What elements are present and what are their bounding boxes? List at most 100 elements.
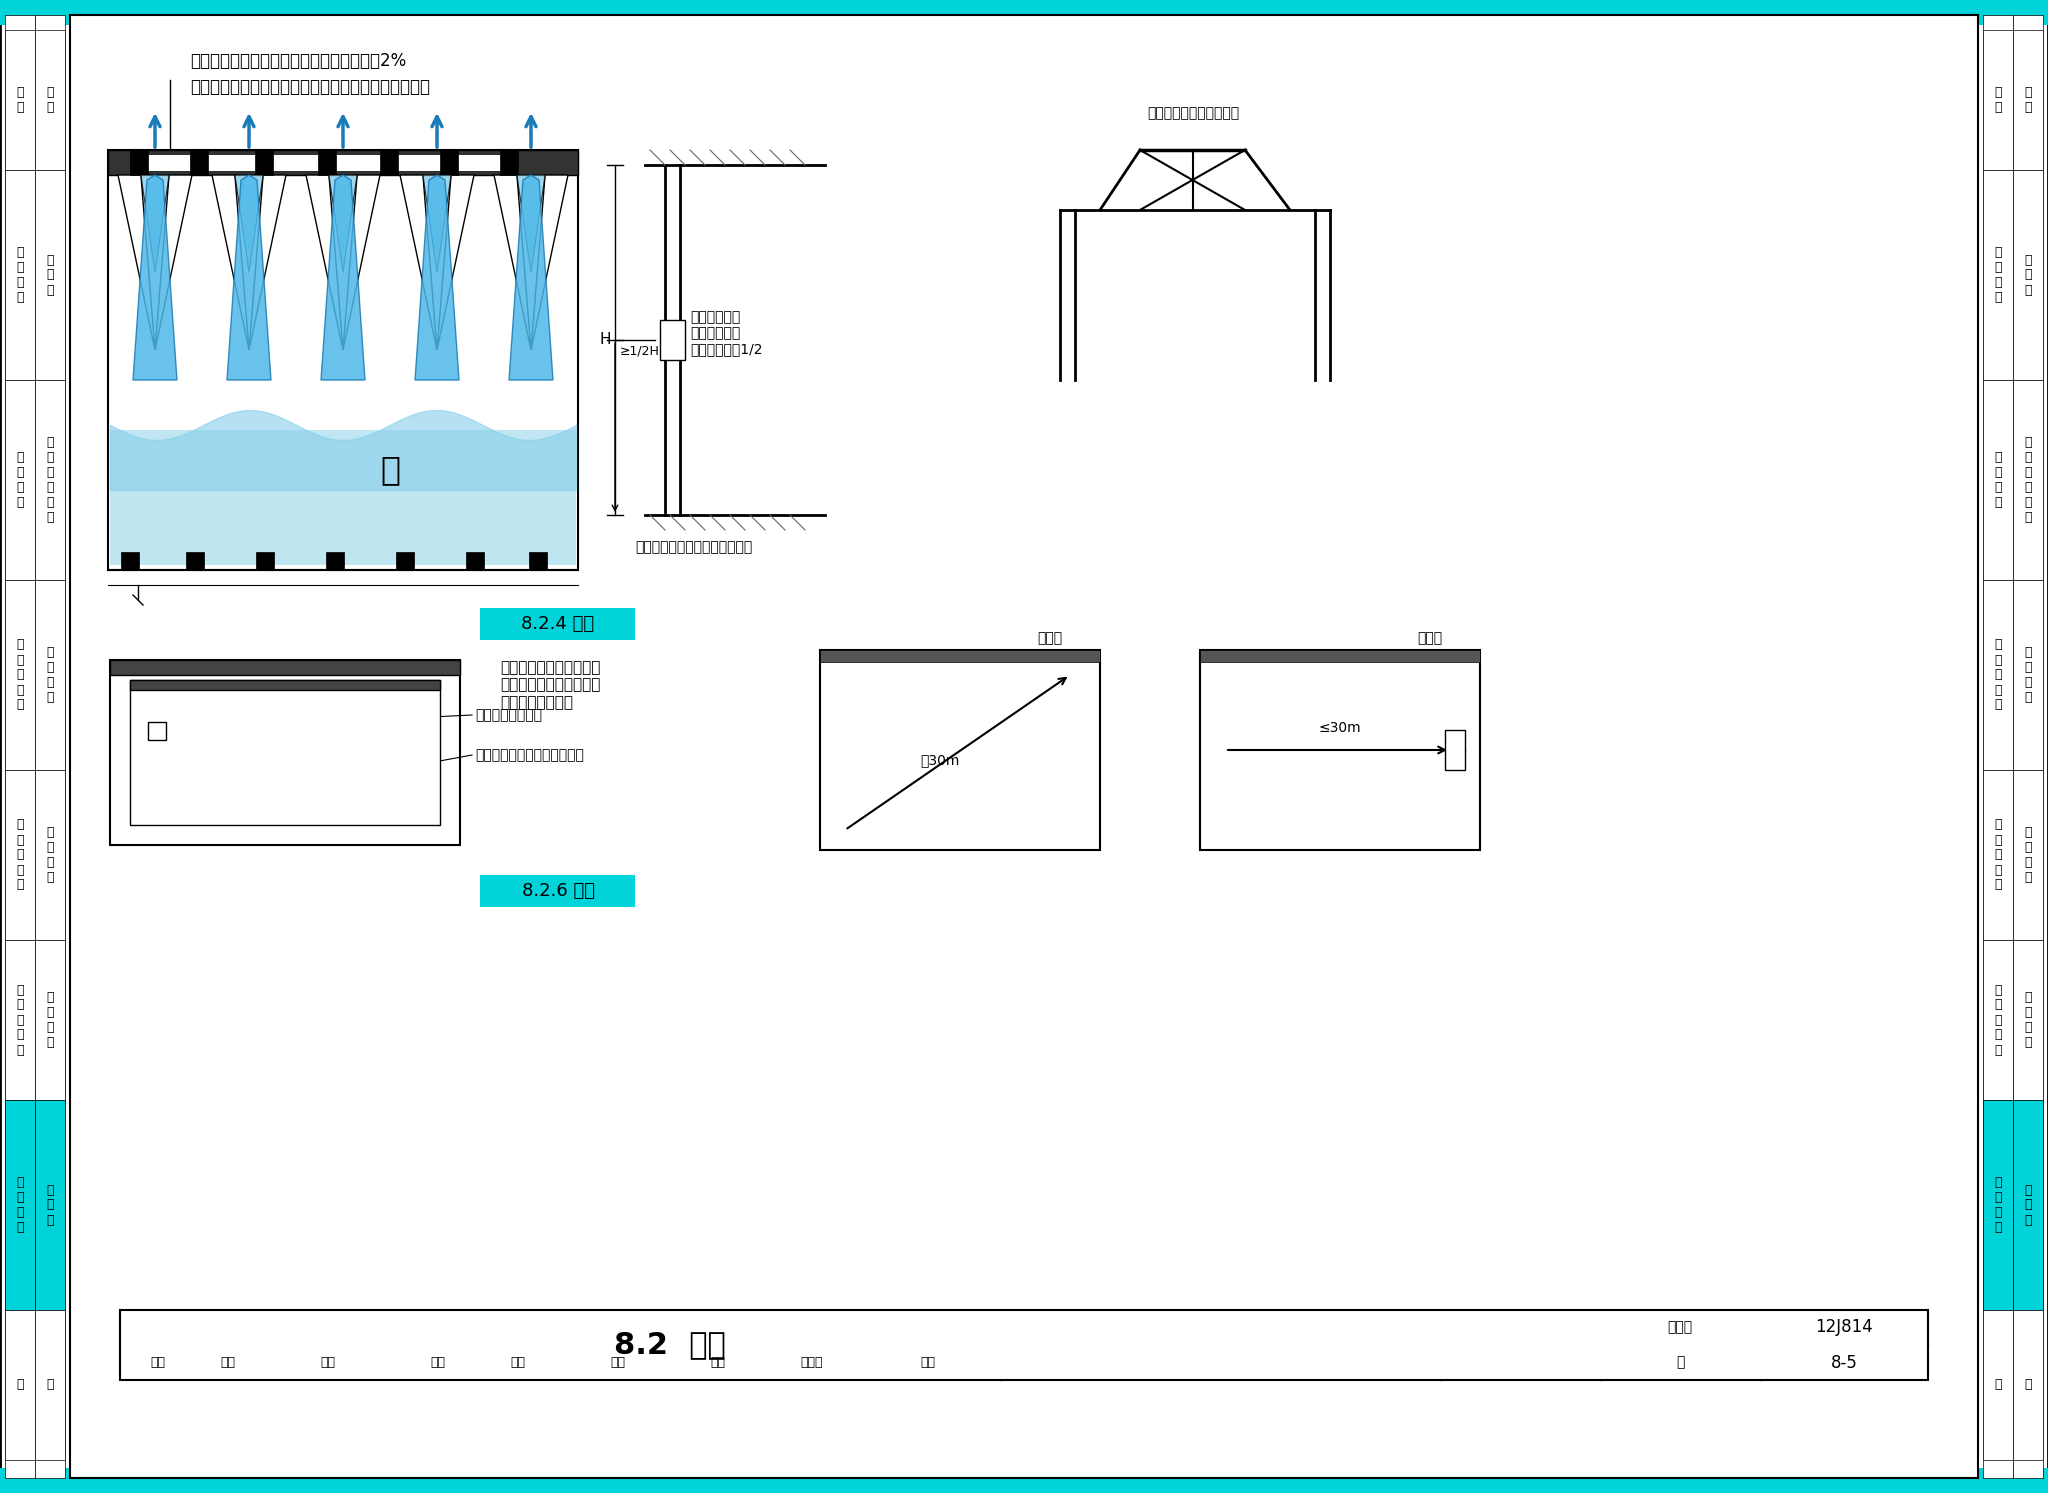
Bar [326,552,344,570]
Bar [1200,649,1481,661]
Bar [467,552,483,570]
Text: 消
防
给
水
和: 消 防 给 水 和 [1995,984,2001,1057]
Polygon shape [416,175,459,381]
Bar [528,552,547,570]
Text: ＜30m: ＜30m [920,752,958,767]
Bar [2013,30,2044,170]
Bar [111,660,461,675]
Polygon shape [436,175,473,349]
Bar [190,149,209,175]
Text: 总
和
平
面: 总 和 平 面 [1995,451,2001,509]
Bar [209,154,256,172]
Text: 防
火
分
隔
和: 防 火 分 隔 和 [16,639,25,712]
Polygon shape [250,175,287,349]
Text: 布
置
平
面
布
局: 布 置 平 面 布 局 [47,436,53,524]
Bar [2013,941,2044,1100]
Polygon shape [422,175,451,273]
Text: 校对: 校对 [430,1356,444,1369]
Text: 12J814: 12J814 [1815,1318,1872,1336]
Bar [1982,1100,2013,1309]
Bar [4,1100,35,1309]
Text: 安
全
疏
散
和: 安 全 疏 散 和 [16,818,25,891]
Text: 布
置
平
面
布
局: 布 置 平 面 布 局 [2023,436,2032,524]
Text: 排烟口: 排烟口 [1417,632,1442,645]
Text: 耐
火
等
级: 耐 火 等 级 [16,246,25,305]
Text: 曾杰: 曾杰 [219,1356,236,1369]
Bar [256,552,274,570]
Text: 设计: 设计 [711,1356,725,1369]
Bar [2013,579,2044,770]
Polygon shape [156,175,193,349]
Text: 8.2.4 图示: 8.2.4 图示 [522,615,594,633]
Text: ≥1/2H: ≥1/2H [621,345,659,358]
Text: 和
排
烟: 和 排 烟 [47,1184,53,1227]
Bar [111,430,575,564]
Text: 外窗应设置在外墙上方或屋顶上: 外窗应设置在外墙上方或屋顶上 [635,540,752,554]
Polygon shape [330,175,356,273]
Bar [35,579,66,770]
Bar [35,30,66,170]
Bar [147,154,190,172]
Bar [381,149,397,175]
Text: 供
暖
通
风: 供 暖 通 风 [16,1176,25,1235]
Polygon shape [213,175,250,349]
Text: 8.2.6 图示: 8.2.6 图示 [522,882,594,900]
Text: 则
语: 则 语 [2023,87,2032,113]
Text: 安
全
疏
散
和: 安 全 疏 散 和 [1995,818,2001,891]
Bar [1446,730,1464,770]
Text: 业坊: 业坊 [920,1356,936,1369]
Text: 消
防
给
水
和: 消 防 给 水 和 [16,984,25,1057]
Bar [0,0,2048,25]
Polygon shape [322,175,365,381]
Text: 总
和
平
面: 总 和 平 面 [16,451,25,509]
Polygon shape [494,175,530,349]
Text: 电: 电 [16,1378,25,1391]
Polygon shape [305,175,342,349]
Bar [395,552,414,570]
Text: 分
类
和: 分 类 和 [2023,254,2032,297]
Text: 排烟口: 排烟口 [1038,632,1063,645]
Text: 建
筑
构
造: 建 筑 构 造 [2023,646,2032,705]
Polygon shape [133,175,176,381]
Text: 机械排烟的排烟口: 机械排烟的排烟口 [475,708,543,723]
Text: 外窗应设方便开启的装置: 外窗应设方便开启的装置 [1147,106,1239,119]
Polygon shape [141,175,170,273]
Bar [109,149,578,570]
Bar [121,1309,1927,1380]
Bar [4,15,35,1478]
Bar [129,679,440,690]
Text: 胡凌: 胡凌 [610,1356,625,1369]
Polygon shape [227,175,270,381]
Bar [1982,15,2013,1478]
Text: 灭
火
设
施: 灭 火 设 施 [47,991,53,1050]
Bar [819,649,1100,850]
Text: 气: 气 [2023,1378,2032,1391]
Bar [1982,170,2013,381]
Bar [129,679,440,826]
Bar [2013,1100,2044,1309]
Bar [35,941,66,1100]
Text: 总
术: 总 术 [1995,87,2001,113]
Bar [35,170,66,381]
Bar [109,149,578,175]
Text: 救
援
设
施: 救 援 设 施 [2023,826,2032,884]
Bar [4,170,35,381]
Text: 焦冀曾: 焦冀曾 [801,1356,823,1369]
Text: 开启外窗的总面积不应小于室内地面面积的2%: 开启外窗的总面积不应小于室内地面面积的2% [190,52,406,70]
Text: 和
排
烟: 和 排 烟 [2023,1184,2032,1227]
Text: 页: 页 [1675,1356,1683,1369]
Bar [819,649,1100,661]
Bar [129,149,147,175]
Text: 审主: 审主 [319,1356,336,1369]
Text: 8-5: 8-5 [1831,1354,1858,1372]
Text: 烟: 烟 [381,454,399,487]
Text: 灭
火
设
施: 灭 火 设 施 [2023,991,2032,1050]
Polygon shape [510,175,553,381]
Bar [2013,770,2044,941]
Bar [459,154,500,172]
Bar [1982,941,2013,1100]
Text: 8.2  排烟: 8.2 排烟 [614,1330,725,1360]
Bar [1982,30,2013,170]
Bar [659,320,684,360]
Bar [4,579,35,770]
